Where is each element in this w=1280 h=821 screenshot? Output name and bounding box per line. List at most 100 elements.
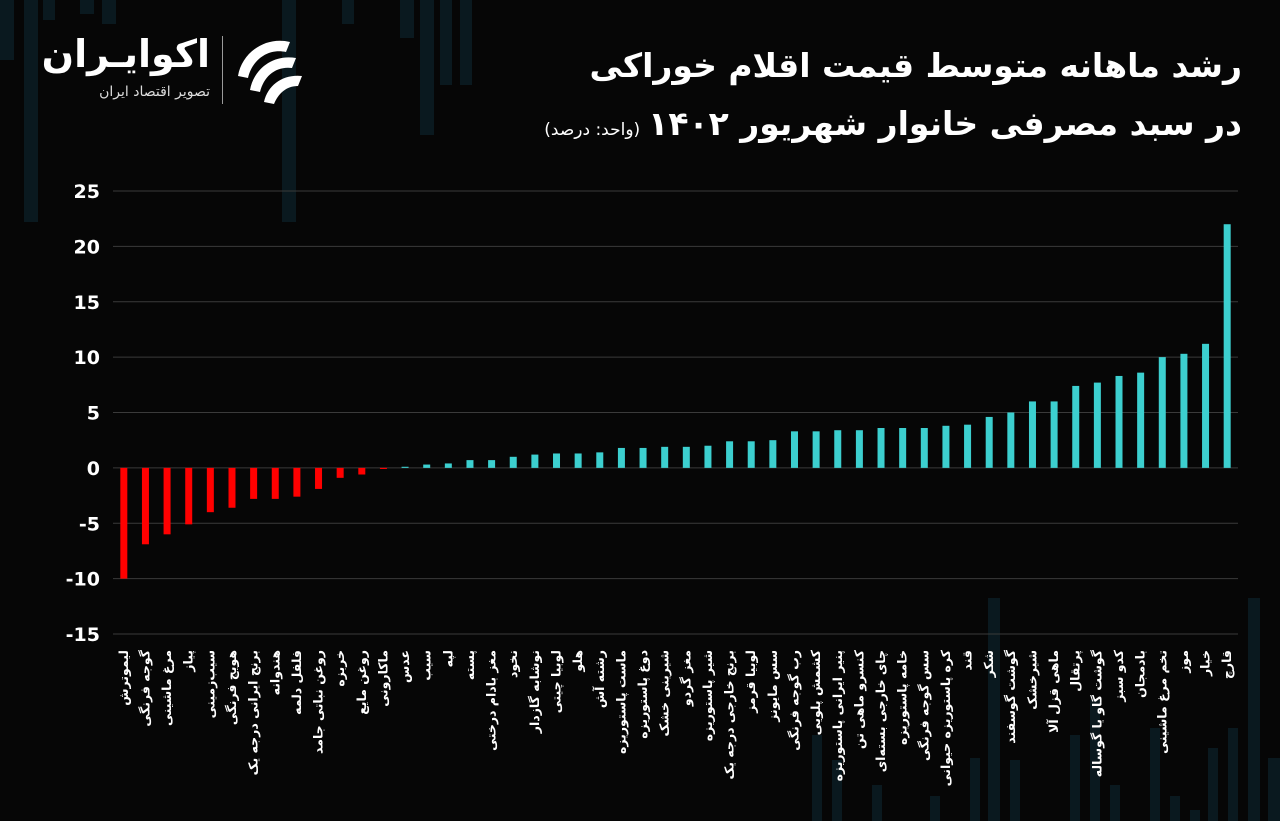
- x-tick-label: پسته: [462, 650, 477, 680]
- bar: [790, 431, 798, 468]
- bar: [315, 467, 323, 489]
- bar: [1202, 343, 1210, 468]
- chart-subtitle-text: در سبد مصرفی خانوار شهریور ۱۴۰۲: [648, 104, 1242, 143]
- x-tick-label: رشته آش: [592, 650, 607, 708]
- bar: [141, 467, 149, 545]
- x-axis-category-labels: لیموترش گوجه فرنگی مرغ ماشینی پیاز سیب‌زمینی…: [116, 649, 1235, 786]
- bar: [899, 428, 907, 468]
- brand-name: اکوایـران: [41, 32, 210, 76]
- bar: [747, 441, 755, 468]
- bar: [336, 467, 344, 478]
- x-tick-label: لیموترش: [116, 650, 131, 706]
- chart-title: رشد ماهانه متوسط قیمت اقلام خوراکی: [589, 46, 1243, 85]
- bar: [444, 463, 452, 468]
- x-tick-label: پنیر ایرانی پاستوریزه: [830, 650, 845, 781]
- x-tick-label: سس مایونز: [765, 650, 780, 723]
- bar: [1158, 357, 1166, 468]
- x-tick-label: کشمش پلویی: [808, 649, 823, 735]
- x-tick-label: بادمجان: [1133, 650, 1148, 698]
- x-tick-label: سس گوجه فرنگی: [916, 650, 931, 761]
- chart-subtitle: در سبد مصرفی خانوار شهریور ۱۴۰۲ (واحد: در…: [544, 104, 1242, 143]
- y-tick-label: 20: [74, 236, 100, 258]
- x-tick-label: روغن مایع: [354, 650, 369, 715]
- bar: [985, 416, 993, 468]
- bar: [1180, 353, 1188, 468]
- x-tick-label: هندوانه: [267, 650, 282, 695]
- x-tick-label: هلو: [570, 650, 585, 673]
- bar: [877, 428, 885, 468]
- bar: [250, 467, 258, 499]
- y-tick-label: 0: [87, 458, 100, 480]
- x-tick-label: گوجه فرنگی: [137, 649, 152, 726]
- bar: [920, 428, 928, 468]
- bar: [509, 456, 517, 468]
- grid-lines: [113, 190, 1238, 635]
- bar: [574, 453, 582, 468]
- bar: [163, 467, 171, 535]
- bar: [1028, 401, 1036, 468]
- bar: [206, 467, 214, 513]
- bar: [1137, 372, 1145, 468]
- bar: [488, 460, 496, 468]
- x-tick-label: لپه: [440, 650, 455, 667]
- bar: [466, 460, 474, 468]
- unit-note: (واحد: درصد): [544, 120, 641, 140]
- bar: [682, 446, 690, 468]
- bar: [379, 467, 387, 469]
- y-tick-label: -15: [66, 624, 100, 646]
- x-tick-label: خربزه: [332, 650, 347, 687]
- x-tick-label: گوشت گاو یا گوساله: [1089, 649, 1104, 777]
- bar: [617, 447, 625, 468]
- y-tick-label: 25: [74, 181, 100, 203]
- bar: [1007, 412, 1015, 468]
- bar: [942, 425, 950, 468]
- y-axis-tick-labels: 25 20 15 10 5 0 -5 -10 -15: [66, 181, 100, 646]
- bar: [639, 447, 647, 468]
- bar: [553, 453, 561, 468]
- x-tick-label: ماکارونی: [375, 650, 390, 707]
- x-tick-label: مرغ ماشینی: [159, 650, 174, 726]
- x-tick-label: نوشابه گازدار: [527, 650, 542, 734]
- x-tick-label: برنج خارجی درجه یک: [722, 650, 737, 779]
- bar: [401, 466, 409, 468]
- bar: [271, 467, 279, 499]
- bar: [855, 430, 863, 468]
- bar: [596, 452, 604, 468]
- bar: [293, 467, 301, 497]
- bar: [964, 424, 972, 468]
- bar: [1223, 224, 1231, 468]
- bars: [120, 224, 1231, 579]
- x-tick-label: شیرخشک: [1024, 650, 1039, 710]
- bar: [1093, 382, 1101, 468]
- brand-subtitle: تصویر اقتصاد ایران: [99, 84, 210, 100]
- bar: [812, 431, 820, 468]
- bar: [834, 430, 842, 468]
- x-tick-label: ماهی قزل آلا: [1046, 650, 1061, 733]
- x-tick-label: خامه پاستوریزه: [895, 650, 910, 745]
- brand-divider: [222, 36, 223, 104]
- bar: [726, 441, 734, 468]
- ecoiran-swirl-logo-icon: [238, 40, 302, 104]
- x-tick-label: لوبیا چیتی: [549, 650, 564, 713]
- x-tick-label: عدس: [397, 650, 412, 683]
- x-tick-label: لوبیا قرمز: [743, 650, 758, 714]
- x-tick-label: دوغ پاستوریزه: [635, 650, 650, 739]
- bar: [1115, 375, 1123, 468]
- x-tick-label: موز: [1176, 650, 1191, 674]
- x-tick-label: پیاز: [181, 650, 196, 673]
- x-tick-label: برنج ایرانی درجه یک: [246, 650, 261, 775]
- bar: [661, 446, 669, 468]
- x-tick-label: نخود: [505, 650, 520, 678]
- bar: [228, 467, 236, 508]
- bar: [704, 445, 712, 468]
- x-tick-label: خیار: [1198, 650, 1213, 677]
- x-tick-label: مغز بادام درختی: [484, 650, 500, 751]
- bar: [185, 467, 193, 525]
- x-tick-label: مغز گردو: [678, 650, 693, 707]
- x-tick-label: کنسرو ماهی تن: [851, 649, 866, 749]
- y-tick-label: -5: [79, 513, 100, 535]
- y-tick-label: 5: [87, 403, 100, 425]
- y-tick-label: -10: [66, 569, 100, 591]
